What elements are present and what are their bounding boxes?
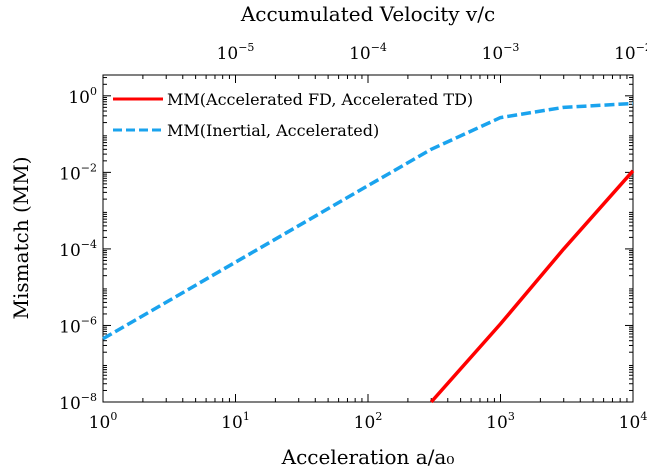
legend: MM(Accelerated FD, Accelerated TD) MM(In… [113, 90, 473, 140]
top-tick-label: 10−5 [217, 41, 255, 64]
y-tick-label: 10−8 [59, 391, 97, 414]
x-tick-label: 101 [221, 410, 250, 433]
y-tick-label: 100 [68, 85, 97, 108]
y-axis-label: Mismatch (MM) [9, 156, 33, 319]
series-layer [102, 101, 635, 404]
y-tick-label: 10−6 [59, 314, 97, 337]
y-tick-label: 10−2 [59, 161, 97, 184]
x-tick-label: 102 [354, 410, 383, 433]
top-tick-label: 10−3 [482, 41, 520, 64]
x-tick-label: 103 [486, 410, 515, 433]
minor-ticks [103, 75, 633, 402]
x-axis-label: Acceleration a/a₀ [281, 445, 455, 469]
legend-label-accelerated-fd-td: MM(Accelerated FD, Accelerated TD) [167, 90, 473, 109]
series-line-1 [102, 101, 634, 341]
x-tick-label: 100 [89, 410, 118, 433]
legend-label-inertial-accelerated: MM(Inertial, Accelerated) [167, 121, 379, 140]
top-tick-label: 10−4 [349, 41, 387, 64]
y-tick-label: 10−4 [59, 238, 97, 261]
top-axis-label: Accumulated Velocity v/c [240, 2, 495, 26]
top-tick-label: 10−2 [614, 41, 647, 64]
series-line-0 [429, 169, 635, 404]
major-ticks [102, 75, 634, 403]
tick-labels: 100 101 102 103 104 10−8 10−6 10−4 10−2 100 10−5 10… [59, 41, 647, 433]
x-tick-label: 104 [619, 410, 647, 433]
